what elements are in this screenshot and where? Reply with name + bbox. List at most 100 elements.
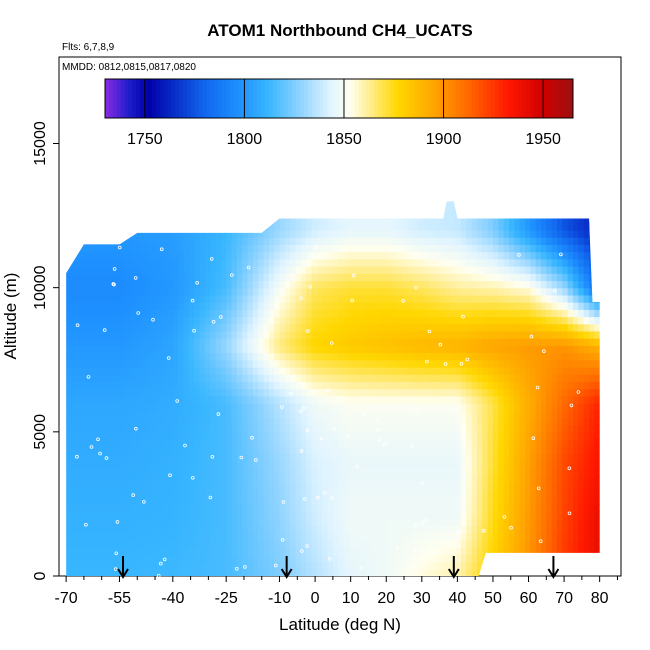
field-cell (242, 424, 249, 433)
field-cell (215, 410, 222, 418)
field-cell (140, 222, 147, 231)
field-cell (114, 287, 120, 296)
field-cell (172, 547, 179, 555)
field-cell (583, 453, 590, 462)
field-cell (476, 431, 483, 440)
field-cell (359, 431, 366, 440)
field-cell (562, 511, 569, 519)
field-cell (194, 460, 201, 469)
field-cell (359, 381, 366, 390)
field-cell (557, 258, 563, 267)
field-cell (573, 294, 579, 303)
field-cell (455, 489, 462, 498)
field-cell (167, 345, 174, 354)
field-cell (130, 439, 136, 447)
field-cell (348, 547, 355, 555)
field-cell (386, 316, 393, 325)
field-cell (471, 381, 478, 390)
field-cell (92, 381, 99, 390)
field-cell (274, 367, 281, 375)
field-cell (519, 496, 526, 505)
field-cell (498, 237, 505, 245)
field-cell (178, 424, 185, 433)
field-cell (434, 280, 441, 289)
field-cell (172, 446, 179, 455)
field-cell (279, 417, 286, 426)
field-cell (156, 410, 163, 418)
field-cell (306, 294, 313, 303)
field-cell (418, 381, 425, 390)
field-cell (482, 258, 489, 267)
field-cell (525, 532, 531, 541)
field-cell (407, 359, 414, 368)
field-cell (546, 230, 553, 238)
field-cell (82, 518, 88, 527)
field-cell (498, 417, 505, 426)
field-cell (124, 302, 131, 310)
field-cell (455, 547, 462, 555)
field-cell (236, 258, 243, 267)
flights-note: Flts: 6,7,8,9 (62, 42, 115, 53)
field-cell (146, 496, 152, 505)
field-cell (268, 330, 275, 339)
field-cell (151, 496, 158, 505)
field-cell (391, 251, 398, 260)
field-cell (210, 244, 217, 253)
field-cell (220, 561, 227, 570)
field-cell (348, 503, 355, 512)
field-cell (226, 439, 233, 447)
field-cell (418, 446, 425, 455)
field-cell (284, 532, 291, 541)
field-cell (402, 388, 409, 397)
field-cell (482, 287, 489, 296)
field-cell (199, 453, 206, 462)
field-cell (348, 381, 355, 390)
field-cell (274, 417, 281, 426)
field-cell (557, 388, 563, 397)
field-cell (156, 503, 163, 512)
field-cell (439, 525, 446, 534)
field-cell (482, 540, 489, 548)
field-cell (71, 439, 78, 447)
field-cell (76, 496, 83, 505)
field-cell (332, 518, 339, 527)
field-cell (146, 237, 152, 245)
field-cell (162, 330, 169, 339)
field-cell (119, 323, 126, 332)
field-cell (567, 381, 574, 390)
field-cell (199, 237, 206, 245)
field-cell (359, 359, 366, 368)
field-cell (263, 525, 270, 534)
field-cell (263, 424, 270, 433)
field-cell (338, 237, 345, 245)
field-cell (583, 489, 590, 498)
field-cell (364, 258, 371, 267)
field-cell (119, 403, 126, 411)
field-cell (476, 395, 483, 404)
field-cell (407, 424, 414, 433)
field-cell (439, 352, 446, 361)
field-cell (509, 244, 515, 253)
field-cell (476, 258, 483, 267)
field-cell (498, 222, 505, 231)
field-cell (541, 489, 547, 498)
field-cell (268, 395, 275, 404)
field-cell (332, 460, 339, 469)
field-cell (66, 511, 72, 519)
field-cell (348, 237, 355, 245)
field-cell (557, 215, 563, 224)
field-cell (108, 302, 115, 310)
field-cell (194, 352, 201, 361)
field-cell (268, 410, 275, 418)
field-cell (492, 367, 499, 375)
field-cell (386, 417, 393, 426)
field-cell (476, 215, 483, 224)
field-cell (172, 460, 179, 469)
field-cell (519, 568, 526, 576)
field-cell (71, 251, 78, 260)
field-cell (386, 395, 393, 404)
field-cell (471, 503, 478, 512)
field-cell (375, 431, 382, 440)
field-cell (535, 446, 542, 455)
field-cell (407, 467, 414, 476)
